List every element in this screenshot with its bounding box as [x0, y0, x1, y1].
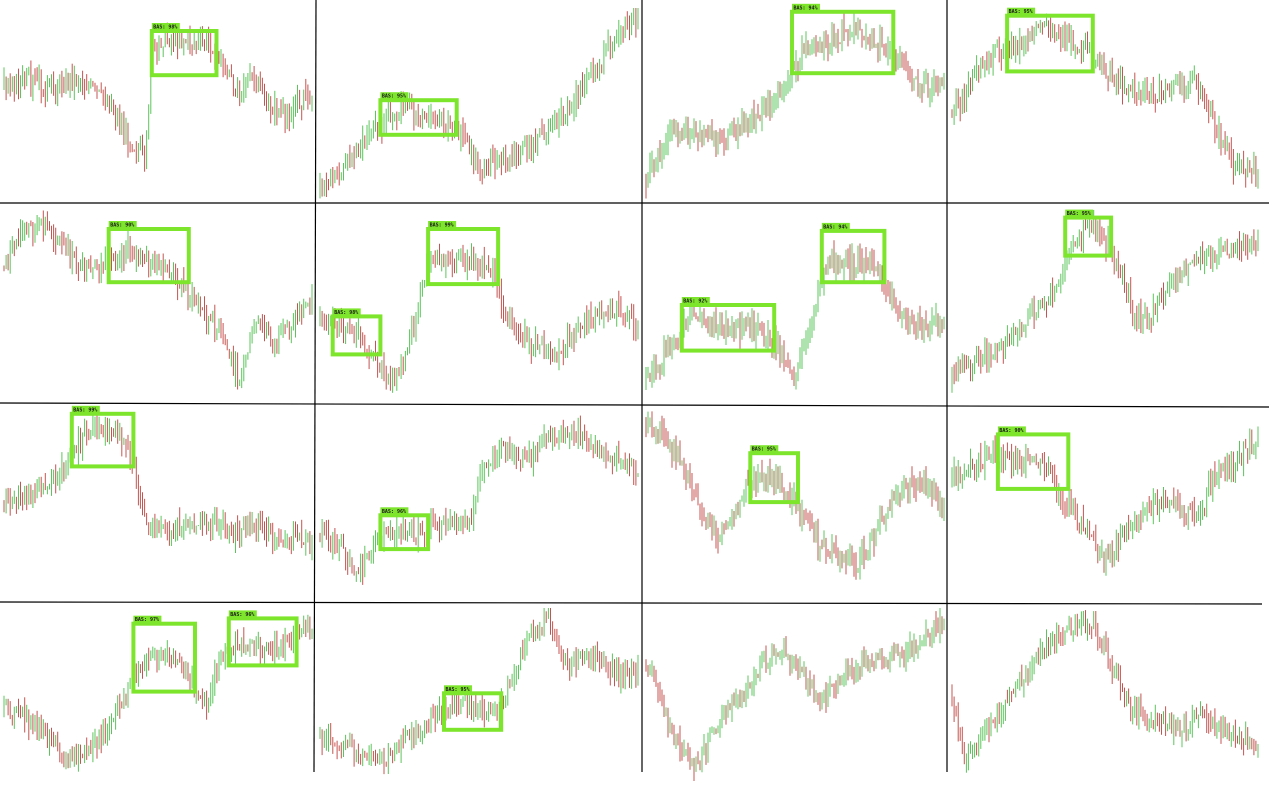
pattern-box-label-bg [997, 426, 1026, 434]
pattern-box-label: BAS: 95% [382, 94, 406, 100]
chart-panel-r3c1: BAS: 99% [3, 405, 313, 561]
pattern-box [748, 451, 800, 505]
pattern-box-label: BAS: 90% [110, 223, 134, 229]
pattern-box-label-bg [428, 221, 457, 228]
chart-panel-r2c1: BAS: 90% [3, 210, 313, 390]
pattern-box-label-bg [444, 685, 472, 693]
pattern-box [378, 98, 459, 137]
chart-panel-r4c3 [645, 608, 945, 781]
pattern-box-label-bg [380, 92, 409, 100]
pattern-box-label: BAS: 92% [683, 299, 707, 305]
pattern-box [679, 303, 777, 353]
pattern-box-label: BAS: 97% [135, 617, 159, 623]
pattern-box-label: BAS: 95% [752, 447, 776, 453]
pattern-box-label: BAS: 98% [153, 25, 177, 31]
pattern-box-label-bg [71, 405, 100, 413]
pattern-box-label: BAS: 99% [430, 223, 454, 229]
row-divider-3 [0, 601, 1263, 605]
pattern-box [819, 228, 887, 285]
pattern-box-label-bg [821, 222, 850, 230]
pattern-box-label-bg [108, 221, 137, 228]
pattern-box-label-bg [332, 308, 361, 316]
chart-panel-r2c3: BAS: 92% BAS: 94% [645, 222, 945, 390]
pattern-box-label-bg [792, 3, 820, 11]
pattern-box [226, 616, 299, 668]
pattern-box-label: BAS: 96% [230, 612, 254, 618]
pattern-box [69, 411, 136, 469]
grid-dividers [0, 0, 1269, 773]
pattern-box-label: BAS: 96% [382, 509, 406, 515]
pattern-box-label-bg [228, 610, 257, 618]
pattern-box [442, 691, 504, 732]
chart-panel-r1c3: BAS: 94% [645, 3, 945, 199]
chart-panel-r1c1: BAS: 98% [3, 22, 313, 172]
pattern-box-label-bg [380, 507, 409, 515]
chart-panel-r2c2: BAS: 98% BAS: 99% [319, 221, 639, 393]
chart-panel-r4c4 [951, 610, 1259, 773]
pattern-box-label: BAS: 90% [999, 428, 1023, 434]
pattern-box-label: BAS: 95% [446, 687, 470, 693]
pattern-box [378, 513, 431, 552]
chart-panel-r4c2: BAS: 95% [319, 608, 639, 775]
pattern-box-label-bg [133, 615, 162, 623]
pattern-box [131, 621, 197, 694]
chart-panel-r1c2: BAS: 95% [319, 8, 639, 199]
pattern-box [790, 9, 896, 76]
chart-panel-r3c4: BAS: 90% [951, 426, 1259, 576]
pattern-box-label-bg [1007, 7, 1036, 15]
col-divider-1 [313, 0, 317, 773]
pattern-box-label: BAS: 95% [1067, 211, 1091, 217]
chart-panels: BAS: 98% BAS: 95% BAS: 94% BAS: 95% BAS: 90%… [3, 3, 1259, 781]
pattern-box [426, 227, 501, 287]
chart-panel-r2c4: BAS: 95% [951, 209, 1259, 393]
pattern-box [1063, 215, 1114, 258]
pattern-box-label: BAS: 94% [823, 224, 847, 230]
chart-panel-r3c3: BAS: 95% [645, 411, 945, 580]
pattern-box [1005, 13, 1095, 74]
pattern-box-label: BAS: 98% [334, 310, 358, 316]
chart-panel-r3c2: BAS: 96% [319, 415, 639, 585]
row-divider-2 [0, 402, 1269, 408]
pattern-box [330, 314, 383, 357]
pattern-box [106, 227, 191, 285]
pattern-box-label: BAS: 99% [73, 407, 97, 413]
pattern-box-label-bg [750, 445, 779, 453]
pattern-box-label-bg [151, 23, 180, 30]
pattern-box-label-bg [1065, 209, 1094, 217]
pattern-box-label-bg [681, 297, 710, 304]
pattern-box [149, 29, 219, 78]
chart-panel-r1c4: BAS: 95% [951, 7, 1259, 189]
pattern-box-label: BAS: 94% [794, 5, 818, 11]
chart-panel-r4c1: BAS: 97% BAS: 96% [3, 610, 313, 772]
pattern-box-label: BAS: 95% [1009, 9, 1033, 15]
pattern-box [995, 432, 1071, 491]
